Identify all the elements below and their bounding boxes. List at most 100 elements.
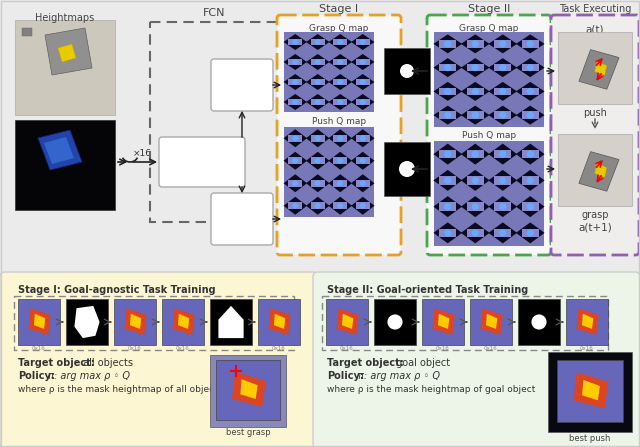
Circle shape	[292, 39, 298, 45]
Text: ×16: ×16	[133, 148, 152, 157]
Circle shape	[527, 203, 534, 210]
FancyBboxPatch shape	[311, 39, 324, 45]
FancyBboxPatch shape	[422, 299, 464, 345]
Text: all objects: all objects	[80, 358, 133, 368]
Polygon shape	[337, 308, 359, 335]
Polygon shape	[328, 174, 352, 192]
Polygon shape	[582, 380, 600, 401]
Circle shape	[527, 64, 534, 71]
Polygon shape	[488, 82, 517, 101]
Circle shape	[360, 39, 365, 45]
Circle shape	[499, 177, 506, 184]
FancyBboxPatch shape	[162, 299, 204, 345]
Polygon shape	[582, 314, 593, 329]
FancyBboxPatch shape	[333, 59, 348, 65]
FancyBboxPatch shape	[494, 40, 511, 48]
Circle shape	[527, 40, 534, 47]
Polygon shape	[328, 94, 352, 110]
Circle shape	[499, 203, 506, 210]
Text: 0x16: 0x16	[340, 346, 354, 351]
Polygon shape	[306, 94, 330, 110]
Circle shape	[360, 59, 365, 65]
FancyBboxPatch shape	[311, 79, 324, 85]
FancyBboxPatch shape	[311, 59, 324, 65]
FancyBboxPatch shape	[566, 299, 608, 345]
Circle shape	[337, 59, 343, 65]
Polygon shape	[284, 74, 307, 90]
Circle shape	[444, 88, 451, 95]
FancyBboxPatch shape	[22, 28, 32, 36]
FancyBboxPatch shape	[439, 229, 456, 237]
Polygon shape	[351, 197, 374, 215]
Polygon shape	[516, 143, 545, 164]
Circle shape	[499, 40, 506, 47]
Polygon shape	[34, 314, 45, 329]
Polygon shape	[516, 222, 545, 243]
Text: Target object:: Target object:	[327, 358, 404, 368]
Circle shape	[444, 112, 451, 119]
FancyBboxPatch shape	[216, 360, 280, 420]
Polygon shape	[488, 222, 517, 243]
Circle shape	[337, 203, 343, 209]
FancyBboxPatch shape	[467, 111, 484, 119]
Circle shape	[531, 314, 547, 329]
Polygon shape	[461, 196, 490, 217]
Polygon shape	[433, 82, 462, 101]
FancyBboxPatch shape	[284, 127, 374, 217]
FancyBboxPatch shape	[434, 32, 544, 127]
FancyBboxPatch shape	[434, 141, 544, 246]
FancyBboxPatch shape	[356, 79, 370, 85]
Circle shape	[315, 39, 321, 45]
Circle shape	[292, 158, 298, 164]
Polygon shape	[433, 105, 462, 125]
FancyBboxPatch shape	[356, 202, 370, 209]
Polygon shape	[433, 58, 462, 77]
FancyBboxPatch shape	[277, 15, 401, 255]
Circle shape	[315, 135, 321, 141]
Polygon shape	[461, 143, 490, 164]
Polygon shape	[44, 137, 74, 164]
Polygon shape	[488, 196, 517, 217]
FancyBboxPatch shape	[494, 88, 511, 95]
Polygon shape	[351, 174, 374, 192]
Polygon shape	[130, 314, 141, 329]
FancyBboxPatch shape	[356, 180, 370, 187]
FancyBboxPatch shape	[439, 88, 456, 95]
Polygon shape	[433, 308, 455, 335]
FancyBboxPatch shape	[439, 40, 456, 48]
Circle shape	[337, 158, 343, 164]
Polygon shape	[351, 54, 374, 70]
Polygon shape	[328, 152, 352, 170]
Circle shape	[472, 229, 479, 236]
Polygon shape	[433, 170, 462, 191]
Circle shape	[315, 59, 321, 65]
Polygon shape	[328, 74, 352, 90]
Polygon shape	[433, 143, 462, 164]
Polygon shape	[178, 314, 189, 329]
Circle shape	[472, 203, 479, 210]
FancyBboxPatch shape	[288, 135, 302, 142]
Polygon shape	[461, 105, 490, 125]
Circle shape	[400, 64, 414, 78]
Circle shape	[315, 99, 321, 105]
FancyBboxPatch shape	[356, 39, 370, 45]
FancyBboxPatch shape	[356, 135, 370, 142]
FancyBboxPatch shape	[311, 157, 324, 164]
Text: 0x16: 0x16	[176, 346, 190, 351]
FancyBboxPatch shape	[374, 299, 416, 345]
Text: Push Q map: Push Q map	[462, 131, 516, 140]
Circle shape	[472, 64, 479, 71]
Polygon shape	[461, 58, 490, 77]
Text: Policy:: Policy:	[18, 371, 55, 381]
Circle shape	[444, 229, 451, 236]
FancyBboxPatch shape	[258, 299, 300, 345]
Text: Task Executing: Task Executing	[559, 4, 631, 14]
Text: 0x16: 0x16	[32, 346, 46, 351]
Circle shape	[292, 59, 298, 65]
Polygon shape	[306, 54, 330, 70]
Text: Stage I: Goal-agnostic Task Training: Stage I: Goal-agnostic Task Training	[18, 285, 216, 295]
FancyBboxPatch shape	[439, 111, 456, 119]
Polygon shape	[438, 314, 449, 329]
FancyBboxPatch shape	[0, 272, 318, 447]
Polygon shape	[232, 372, 266, 407]
